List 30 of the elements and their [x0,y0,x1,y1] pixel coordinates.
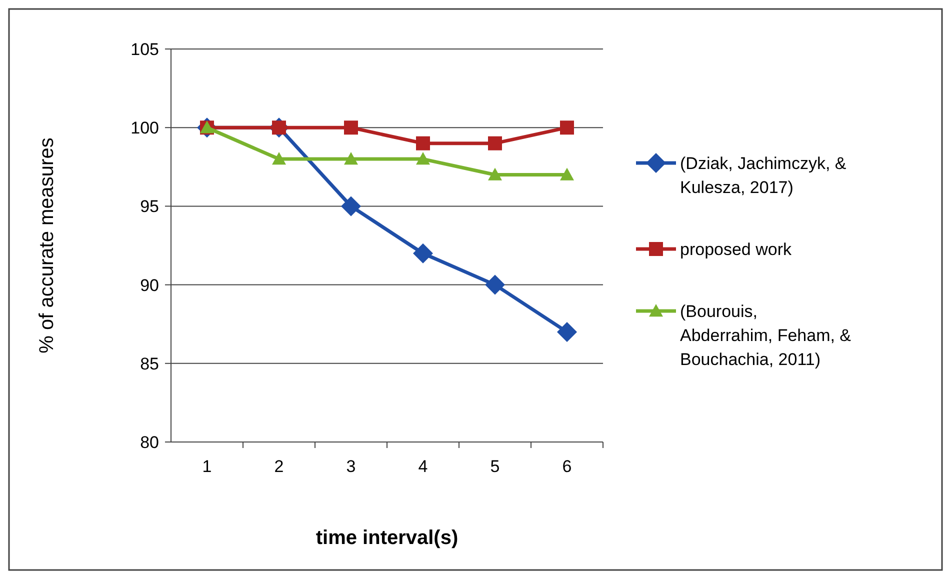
legend-label: (Bourouis, Abderrahim, Feham, & Bouchachia, 2011) [680,302,852,369]
legend-label: proposed work [680,240,792,259]
y-tick-label: 105 [130,40,159,59]
point [557,322,577,342]
point [344,120,358,135]
x-tick-label: 4 [418,457,428,476]
point [485,274,505,295]
y-tick-label: 85 [140,354,159,374]
y-tick-label: 90 [140,276,159,295]
x-tick-label: 6 [562,457,572,476]
x-tick-label: 5 [490,457,500,476]
y-tick-label: 100 [130,118,159,138]
point [560,168,574,180]
x-axis-title: time interval(s) [316,527,458,549]
point [344,152,358,165]
point [272,152,286,165]
point [416,136,430,150]
y-tick-label: 95 [140,197,159,216]
point [488,168,502,180]
point [488,136,502,150]
y-axis-title: % of accurate measures [36,138,58,354]
point [413,243,433,264]
y-tick-label: 80 [140,433,159,452]
point [416,152,430,165]
point [341,196,361,216]
x-tick-label: 3 [346,457,356,476]
legend-label: (Dziak, Jachimczyk, & Kulesza, 2017) [680,154,847,197]
point [560,120,574,135]
x-tick-label: 1 [202,457,212,476]
x-tick-label: 2 [274,457,284,476]
